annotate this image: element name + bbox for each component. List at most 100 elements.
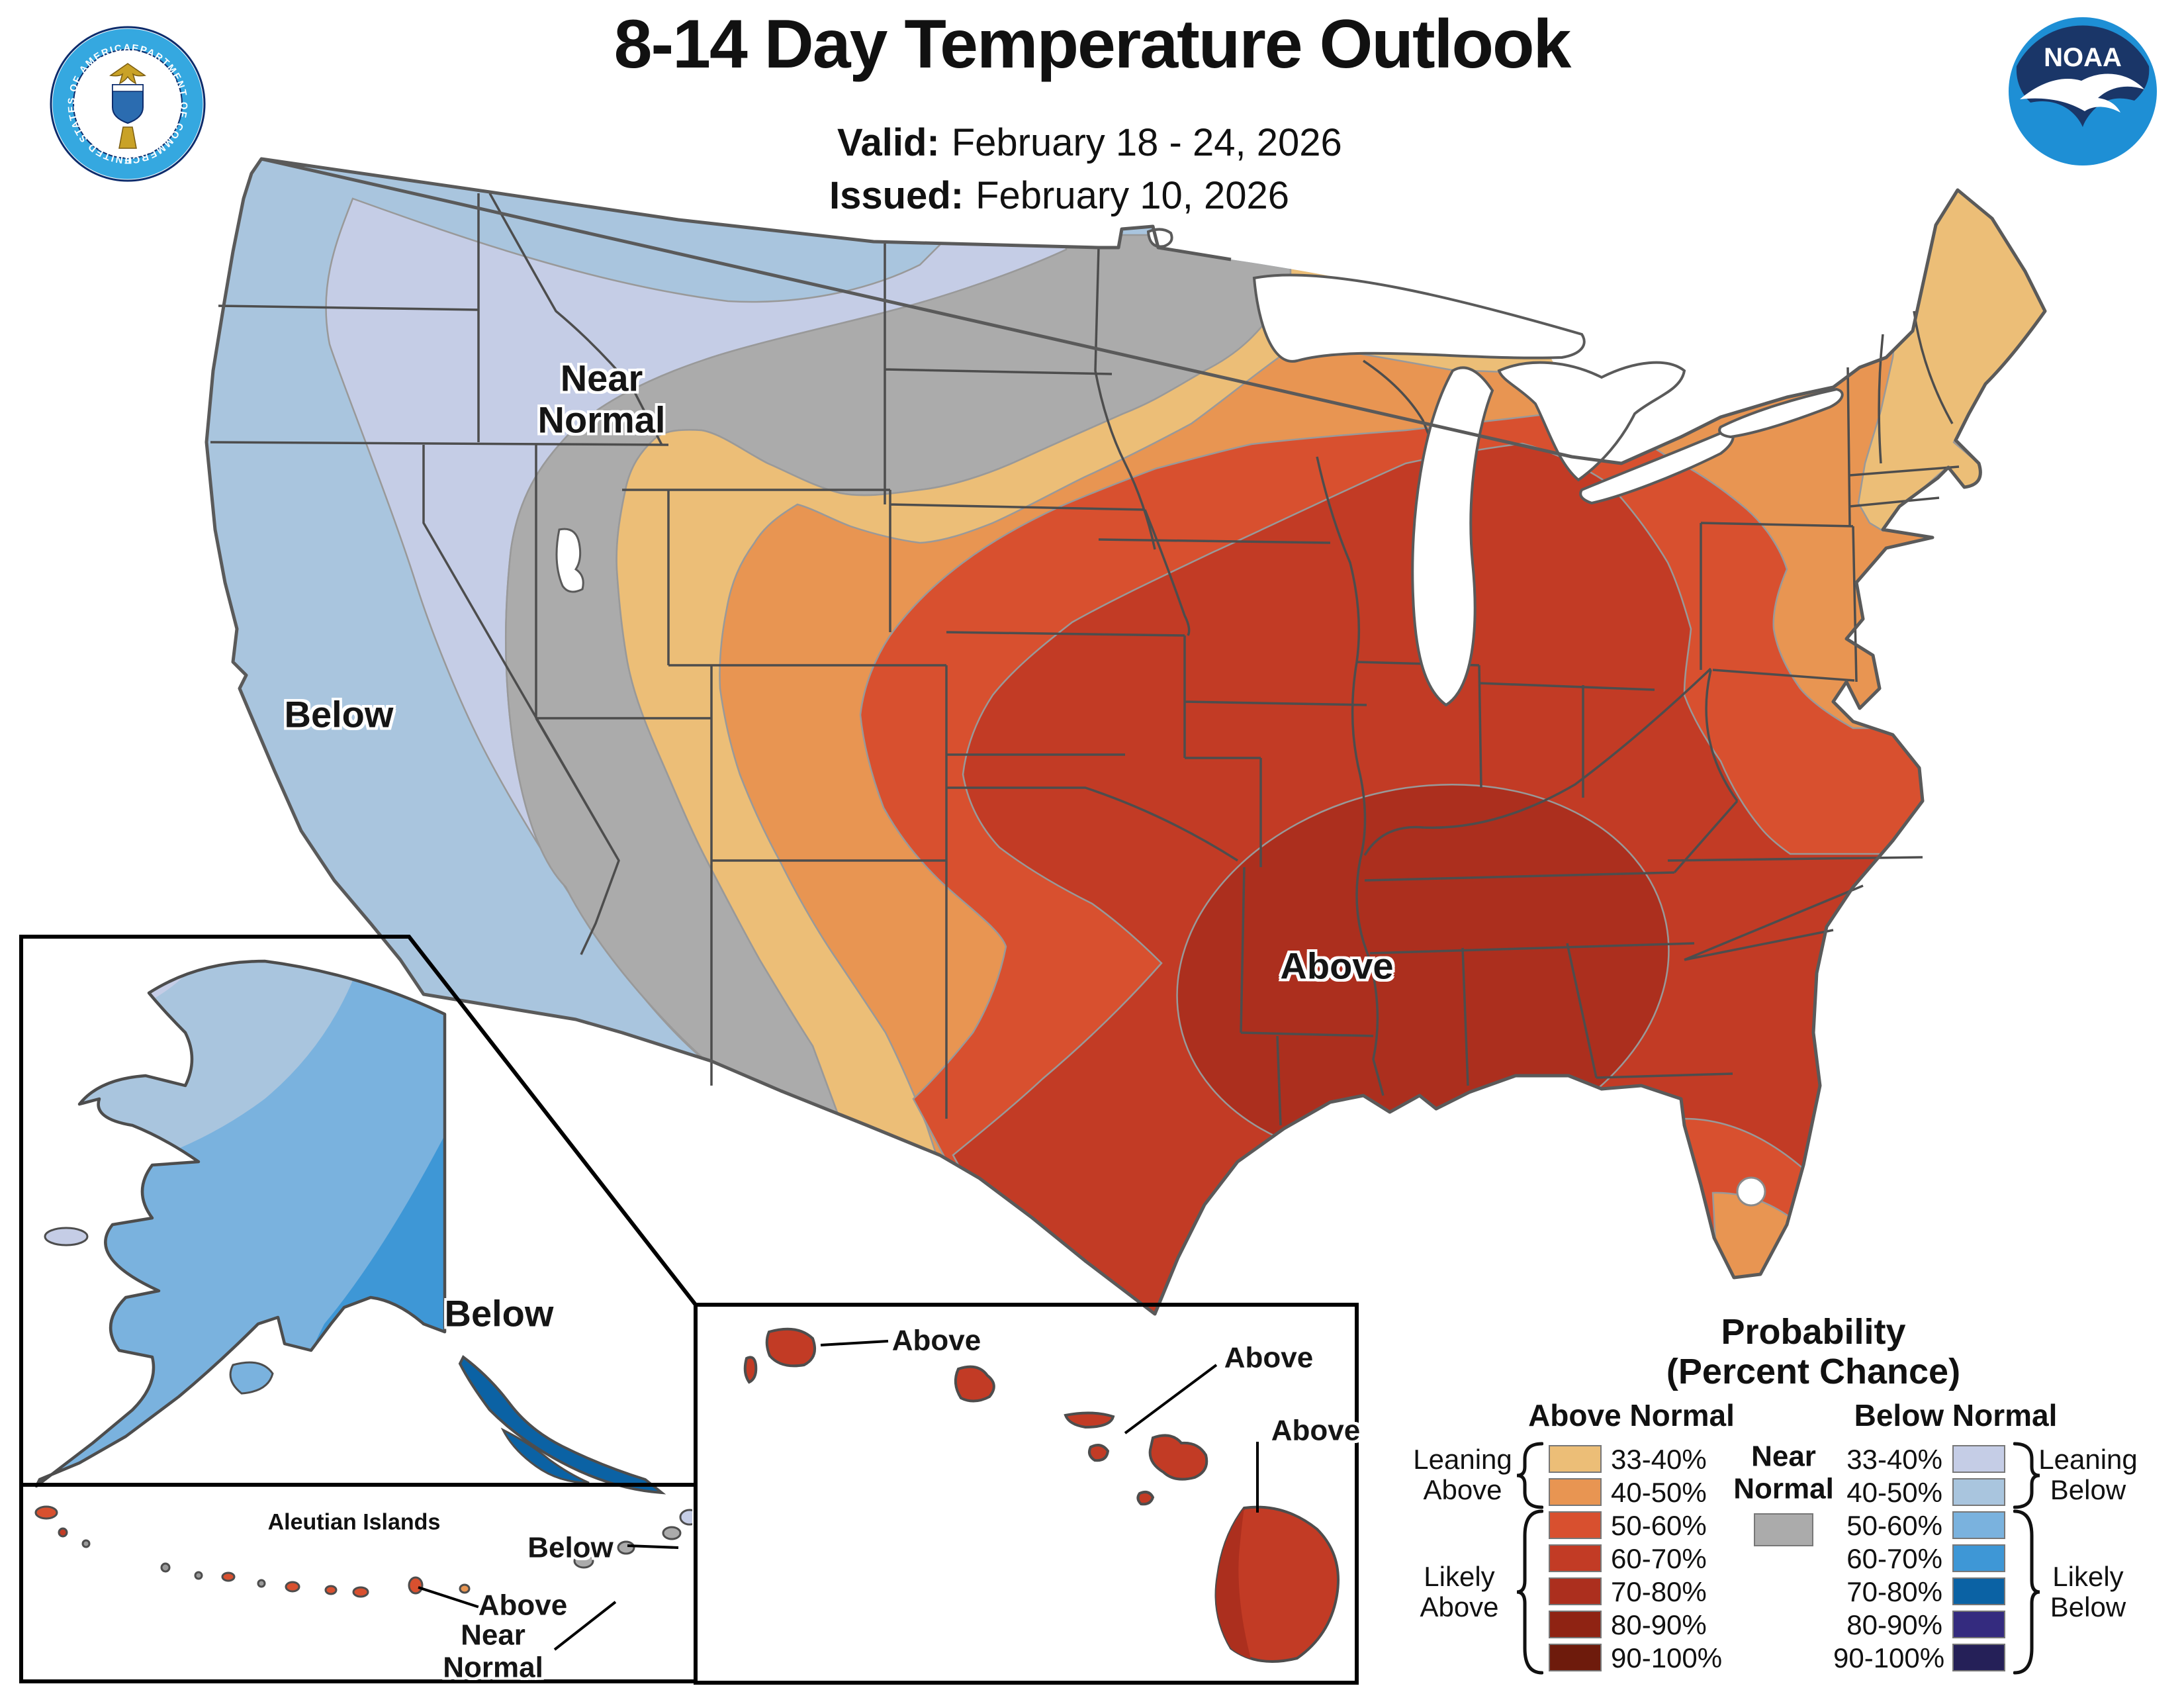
legend-range-below-3: 50-60% bbox=[1846, 1510, 1942, 1541]
leaning-above-label: Leaning Above bbox=[1413, 1443, 1512, 1505]
hawaii-leader-lines bbox=[820, 1340, 1259, 1513]
valid-label: Valid: bbox=[837, 121, 940, 164]
below-map-label: Below bbox=[284, 693, 394, 735]
aleutian-above-label: Above bbox=[478, 1589, 568, 1622]
likely-above-label: Likely Above bbox=[1420, 1560, 1499, 1622]
legend-subtitle: (Percent Chance) bbox=[1666, 1352, 1961, 1391]
page-title: 8-14 Day Temperature Outlook bbox=[614, 6, 1572, 83]
legend-swatch-above-80-90 bbox=[1549, 1611, 1602, 1638]
legend-range-above-6: 80-90% bbox=[1611, 1609, 1707, 1640]
legend-swatch-below-80-90 bbox=[1952, 1611, 2005, 1638]
valid-value: February 18 - 24, 2026 bbox=[951, 121, 1342, 164]
legend-near-normal-label: Near Normal bbox=[1733, 1440, 1834, 1505]
molokai bbox=[1064, 1411, 1115, 1429]
leaning-above-brace bbox=[1516, 1442, 1543, 1509]
likely-below-label: Likely Below bbox=[2050, 1560, 2126, 1622]
aleutian-island-red bbox=[352, 1586, 369, 1598]
legend-range-below-6: 80-90% bbox=[1846, 1609, 1942, 1640]
kahoolawe bbox=[1136, 1491, 1155, 1506]
legend-range-above-5: 70-80% bbox=[1611, 1576, 1707, 1607]
likely-above-brace bbox=[1516, 1509, 1543, 1675]
conus-outline bbox=[205, 157, 2047, 1316]
legend-swatch-above-70-80 bbox=[1549, 1577, 1602, 1605]
legend-swatch-below-33-40 bbox=[1952, 1445, 2005, 1473]
aleutian-island-below bbox=[679, 1509, 692, 1526]
aleutian-islands-title: Aleutian Islands bbox=[267, 1509, 441, 1535]
noaa-logo-icon: NOAA bbox=[2009, 17, 2157, 165]
legend-range-above-2: 40-50% bbox=[1611, 1477, 1707, 1508]
legend-below-header: Below Normal bbox=[1854, 1398, 2058, 1432]
lake-superior bbox=[1252, 273, 1586, 363]
attu-island bbox=[34, 1505, 58, 1520]
kauai bbox=[765, 1327, 816, 1368]
alaska-outline bbox=[34, 959, 447, 1488]
big-island-70-80 bbox=[1216, 1508, 1251, 1659]
leaning-below-brace bbox=[2013, 1442, 2040, 1509]
aleutian-near-normal-label: Near Normal bbox=[443, 1618, 543, 1684]
legend-range-below-2: 40-50% bbox=[1846, 1477, 1942, 1508]
legend-swatch-near-normal bbox=[1754, 1513, 1813, 1546]
lake-of-the-woods bbox=[1146, 228, 1173, 248]
state-borders bbox=[210, 193, 1960, 1126]
legend-swatch-below-90-100 bbox=[1952, 1644, 2005, 1671]
legend-range-above-3: 50-60% bbox=[1611, 1510, 1707, 1541]
lanai bbox=[1088, 1444, 1110, 1462]
issued-label: Issued: bbox=[829, 174, 964, 217]
aleutian-below-label: Below bbox=[527, 1531, 614, 1564]
hawaii-above-label-3: Above bbox=[1271, 1414, 1361, 1447]
st-lawrence-island bbox=[44, 1227, 89, 1246]
legend-range-above-4: 60-70% bbox=[1611, 1543, 1707, 1574]
aleutian-leader-lines bbox=[418, 1544, 679, 1651]
kodiak-island bbox=[229, 1361, 274, 1395]
issued-line: Issued: February 10, 2026 bbox=[829, 173, 1289, 218]
aleutian-island-dot bbox=[81, 1539, 91, 1548]
legend-range-below-5: 70-80% bbox=[1846, 1576, 1942, 1607]
oahu bbox=[954, 1365, 995, 1403]
legend-swatch-above-40-50 bbox=[1549, 1478, 1602, 1506]
issued-value: February 10, 2026 bbox=[976, 174, 1290, 217]
aleutian-island-red bbox=[285, 1581, 300, 1593]
legend-above-header: Above Normal bbox=[1528, 1398, 1735, 1432]
legend-swatch-above-60-70 bbox=[1549, 1544, 1602, 1572]
lake-michigan bbox=[1411, 366, 1494, 707]
near-normal-map-label: Near Normal bbox=[537, 357, 666, 440]
legend-swatch-above-50-60 bbox=[1549, 1511, 1602, 1539]
aleutian-island-dot bbox=[194, 1571, 203, 1580]
great-lakes bbox=[1146, 228, 1844, 707]
aleutian-island-red bbox=[408, 1576, 424, 1595]
lake-erie bbox=[1579, 428, 1735, 505]
great-salt-lake bbox=[555, 528, 584, 593]
legend-swatch-above-33-40 bbox=[1549, 1445, 1602, 1473]
doc-lighthouse-icon bbox=[118, 126, 137, 149]
legend-swatch-below-40-50 bbox=[1952, 1478, 2005, 1506]
maui bbox=[1148, 1434, 1208, 1481]
above-map-label: Above bbox=[1280, 945, 1394, 987]
legend-range-above-7: 90-100% bbox=[1611, 1642, 1723, 1673]
lake-huron bbox=[1497, 361, 1686, 482]
aleutian-island-gray bbox=[573, 1553, 594, 1569]
hawaii-above-label-2: Above bbox=[1224, 1341, 1314, 1374]
hawaii-inset-frame bbox=[694, 1303, 1359, 1685]
aleutian-island-red bbox=[221, 1571, 236, 1582]
alaska-below-label: Below bbox=[444, 1292, 554, 1335]
leaning-below-label: Leaning Below bbox=[2038, 1443, 2138, 1505]
legend-title: Probability bbox=[1721, 1312, 1906, 1352]
valid-line: Valid: February 18 - 24, 2026 bbox=[837, 120, 1342, 165]
legend-swatch-below-70-80 bbox=[1952, 1577, 2005, 1605]
aleutian-island-red bbox=[324, 1585, 338, 1595]
aleutian-island-dot bbox=[257, 1579, 266, 1588]
legend-range-below-4: 60-70% bbox=[1846, 1543, 1942, 1574]
legend-swatch-below-50-60 bbox=[1952, 1511, 2005, 1539]
lake-ontario bbox=[1718, 387, 1844, 439]
aleutian-island-gray bbox=[662, 1526, 682, 1540]
niihau bbox=[743, 1356, 758, 1384]
aleutian-island-dot bbox=[160, 1562, 171, 1573]
lake-okeechobee bbox=[1736, 1176, 1766, 1207]
aleutian-island-orange bbox=[459, 1583, 471, 1594]
department-of-commerce-seal-icon: DEPARTMENT OF COMMERCE UNITED STATES OF … bbox=[40, 17, 206, 182]
alaska-panhandle-70-80 bbox=[458, 1354, 666, 1495]
hawaii-above-label-1: Above bbox=[891, 1324, 981, 1357]
legend-range-below-7: 90-100% bbox=[1833, 1642, 1945, 1673]
